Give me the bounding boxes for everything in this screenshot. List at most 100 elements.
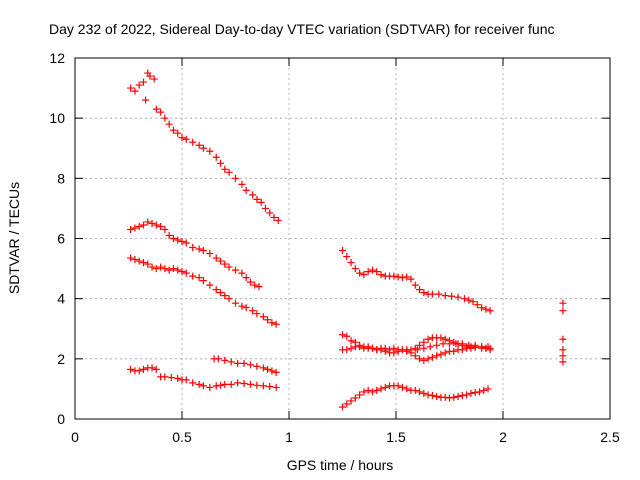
data-point [135, 222, 143, 230]
data-point [217, 159, 225, 167]
data-point [390, 344, 398, 352]
data-point [157, 263, 165, 271]
data-point [139, 78, 147, 86]
data-point [182, 269, 190, 277]
data-point [364, 268, 372, 276]
data-point [178, 134, 186, 142]
data-point [169, 265, 177, 273]
data-point [416, 341, 424, 349]
series-track-right-mid-a [339, 331, 494, 357]
data-point [161, 225, 169, 233]
data-point [227, 380, 235, 388]
data-point [225, 168, 233, 176]
x-axis-title: GPS time / hours [287, 457, 394, 473]
data-point [403, 385, 411, 393]
data-point [195, 380, 203, 388]
series-track-high [127, 69, 282, 224]
data-point [420, 338, 428, 346]
data-point [364, 343, 372, 351]
data-point [420, 389, 428, 397]
data-point [360, 271, 368, 279]
data-point [221, 356, 229, 364]
data-point [471, 341, 479, 349]
data-point [182, 376, 190, 384]
data-point [251, 281, 259, 289]
data-point [339, 403, 346, 411]
data-point [398, 274, 406, 282]
data-point [390, 272, 398, 280]
data-point [356, 269, 364, 277]
data-point [242, 304, 250, 312]
data-point [469, 298, 477, 306]
data-point [420, 356, 428, 364]
data-point [212, 254, 220, 262]
data-point [435, 290, 443, 298]
y-tick-label: 2 [57, 351, 65, 367]
axis-ticks [74, 57, 611, 420]
data-point [221, 292, 229, 300]
data-point [377, 271, 385, 279]
y-tick-label: 6 [57, 231, 65, 247]
data-point [242, 274, 250, 282]
data-point [458, 346, 466, 354]
y-tick-label: 4 [57, 291, 65, 307]
data-points [127, 69, 567, 411]
data-point [217, 289, 225, 297]
data-point [161, 114, 169, 122]
data-point [381, 344, 389, 352]
data-point [206, 250, 214, 258]
x-tick-label: 2.5 [600, 429, 620, 445]
y-tick-label: 8 [57, 170, 65, 186]
data-point [403, 347, 411, 355]
data-point [249, 307, 257, 315]
data-point [272, 320, 280, 328]
data-point [475, 388, 483, 396]
series-track-right-mid-c [413, 340, 492, 354]
series-track-right-mid-b [339, 343, 494, 364]
data-point [343, 332, 351, 340]
data-point [152, 105, 160, 113]
data-point [131, 224, 139, 232]
data-point [257, 198, 265, 206]
data-point [234, 359, 242, 367]
data-point [157, 108, 165, 116]
data-point [559, 358, 567, 366]
data-point [174, 266, 182, 274]
data-point [465, 341, 473, 349]
data-point [339, 247, 346, 255]
data-point [161, 265, 169, 273]
data-point [195, 245, 203, 253]
data-point [135, 81, 143, 89]
data-point [246, 380, 254, 388]
data-point [426, 343, 434, 351]
data-point [411, 386, 419, 394]
data-point [157, 222, 165, 230]
data-point [212, 382, 220, 390]
data-point [351, 394, 359, 402]
data-point [161, 373, 169, 381]
data-point [165, 266, 173, 274]
data-point [131, 256, 139, 264]
data-point [148, 219, 156, 227]
data-point [484, 343, 492, 351]
series-track-right-low [339, 382, 492, 411]
data-point [232, 174, 239, 182]
data-point [347, 337, 355, 345]
data-point [167, 373, 175, 381]
data-point [473, 301, 481, 309]
data-point [242, 186, 250, 194]
data-point [454, 293, 462, 301]
data-point [142, 96, 150, 104]
data-point [413, 346, 421, 354]
data-point [364, 386, 372, 394]
data-point [174, 129, 182, 137]
data-point [189, 379, 197, 387]
data-point [416, 286, 424, 294]
data-point [559, 352, 567, 360]
data-point [441, 335, 449, 343]
data-point [347, 259, 355, 267]
data-point [139, 221, 147, 229]
data-point [428, 353, 436, 361]
data-point [240, 380, 248, 388]
data-point [368, 266, 376, 274]
